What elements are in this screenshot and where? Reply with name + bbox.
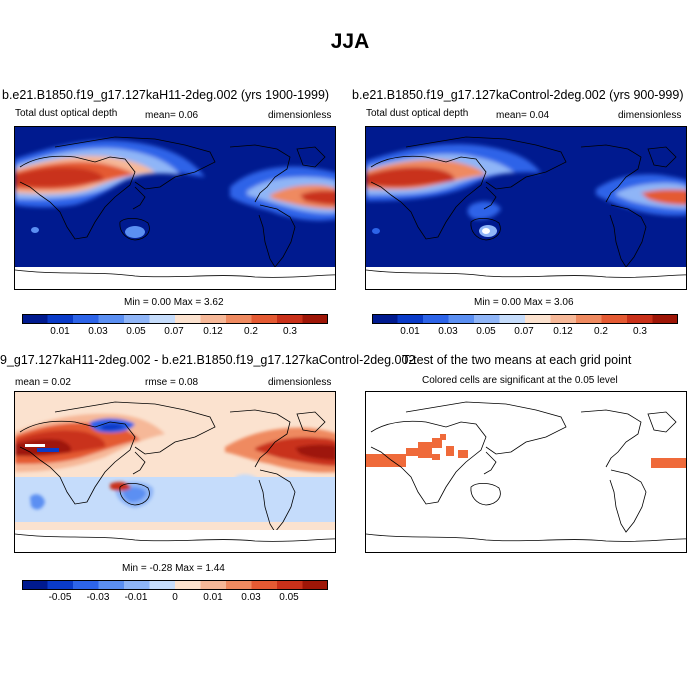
panel4-map — [365, 391, 687, 553]
significant-cells — [366, 434, 686, 468]
panel3-cb-label-6: 0.03 — [241, 592, 261, 603]
panel2-cb-label-3: 0.05 — [476, 326, 496, 337]
main-title: JJA — [330, 30, 370, 53]
panel4-subtitle: Colored cells are significant at the 0.0… — [422, 375, 618, 386]
panel1-cb-label-2: 0.03 — [88, 326, 108, 337]
panel2-cb-label-5: 0.12 — [553, 326, 573, 337]
panel2-cb-label-4: 0.07 — [514, 326, 534, 337]
panel3-rmse-label: rmse = 0.08 — [145, 377, 199, 388]
panel1-cb-label-7: 0.3 — [283, 326, 297, 337]
panel2-cb-label-1: 0.01 — [400, 326, 420, 337]
panel3-cb-label-5: 0.01 — [203, 592, 223, 603]
panel1-mean-label: mean= 0.06 — [145, 110, 199, 121]
panel2-minmax: Min = 0.00 Max = 3.06 — [474, 297, 574, 308]
panel3-cb-label-3: -0.01 — [124, 592, 148, 603]
panel3-cb-label-1: -0.05 — [48, 592, 72, 603]
panel3-colorbar-swatches — [22, 580, 328, 590]
panel3-title: 9_g17.127kaH11-2deg.002 - b.e21.B1850.f1… — [0, 353, 416, 367]
panel3-cb-label-2: -0.03 — [86, 592, 110, 603]
panel1-cb-label-4: 0.07 — [164, 326, 184, 337]
panel1-variable-label: Total dust optical depth — [15, 108, 118, 119]
panel3-mean-label: mean = 0.02 — [15, 377, 71, 388]
panel1-cb-label-3: 0.05 — [126, 326, 146, 337]
panel4-title: T-test of the two means at each grid poi… — [402, 353, 632, 367]
panel3-colorbar — [22, 580, 328, 590]
panel2-colorbar — [372, 314, 678, 324]
panel1-units-label: dimensionless — [268, 110, 332, 121]
panel3-minmax: Min = -0.28 Max = 1.44 — [122, 563, 225, 574]
panel2-cb-label-6: 0.2 — [594, 326, 608, 337]
panel1-heatmap — [15, 127, 335, 289]
panel2-cb-label-7: 0.3 — [633, 326, 647, 337]
panel1-minmax: Min = 0.00 Max = 3.62 — [124, 297, 224, 308]
panel1-colorbar-swatches — [22, 314, 328, 324]
panel3-cb-label-7: 0.05 — [279, 592, 299, 603]
panel2-cb-label-2: 0.03 — [438, 326, 458, 337]
panel2-title: b.e21.B1850.f19_g17.127kaControl-2deg.00… — [352, 88, 684, 102]
panel1-map — [14, 126, 336, 290]
panel1-cb-label-6: 0.2 — [244, 326, 258, 337]
panel3-map — [14, 391, 336, 553]
panel4-significance-map — [366, 392, 686, 552]
panel2-mean-label: mean= 0.04 — [496, 110, 550, 121]
panel3-units-label: dimensionless — [268, 377, 332, 388]
panel1-title: b.e21.B1850.f19_g17.127kaH11-2deg.002 (y… — [2, 88, 330, 102]
panel2-heatmap — [366, 127, 686, 289]
panel3-cb-label-4: 0 — [172, 592, 178, 603]
panel1-cb-label-5: 0.12 — [203, 326, 223, 337]
panel2-colorbar-swatches — [372, 314, 678, 324]
panel2-variable-label: Total dust optical depth — [366, 108, 469, 119]
panel1-colorbar — [22, 314, 328, 324]
panel2-map — [365, 126, 687, 290]
panel1-cb-label-1: 0.01 — [50, 326, 70, 337]
panel3-heatmap — [15, 392, 335, 552]
panel2-units-label: dimensionless — [618, 110, 682, 121]
